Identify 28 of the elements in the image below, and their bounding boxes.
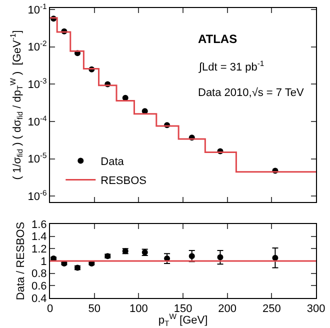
y-tick-label: 1	[40, 256, 47, 268]
y-tick-label: 10$^{-4}$	[28, 114, 48, 128]
x-tick-label: 250	[262, 303, 281, 316]
y-tick-label: 10$^{-2}$	[28, 39, 47, 54]
y-axis-title: Data / RESBOS	[15, 222, 28, 300]
point	[272, 254, 278, 261]
y-tick-label: 0.8	[32, 268, 47, 280]
legend-label: Data	[100, 156, 125, 168]
annotation: ATLAS	[198, 32, 238, 46]
y-tick-label: 1.4	[32, 231, 47, 244]
legend-label: RESBOS	[100, 175, 146, 188]
x-tick-label: 300	[306, 303, 326, 316]
x-tick-label: 100	[129, 303, 148, 316]
y-tick-label: 10$^{-5}$	[28, 151, 47, 166]
y-tick-label: 1.2	[32, 244, 47, 256]
x-tick-label: 50	[88, 303, 100, 316]
y-tick-label: 10$^{-1}$	[28, 2, 47, 16]
point	[217, 254, 224, 260]
y-tick-label: 10$^{-6}$	[28, 188, 47, 204]
y-tick-label: 10$^{-3}$	[28, 76, 47, 92]
y-tick-label: 1.6	[32, 218, 47, 231]
point	[188, 253, 195, 260]
x-tick-label: 200	[218, 303, 237, 316]
x-tick-label: 0	[46, 303, 54, 316]
y-tick-label: 0.4	[32, 292, 47, 305]
y-tick-label: 0.6	[32, 280, 47, 293]
annotation: Data 2010,√s = 7 TeV	[198, 87, 304, 99]
annotation: ∫Ldt = 31 pb$^{-1}$	[198, 59, 264, 74]
